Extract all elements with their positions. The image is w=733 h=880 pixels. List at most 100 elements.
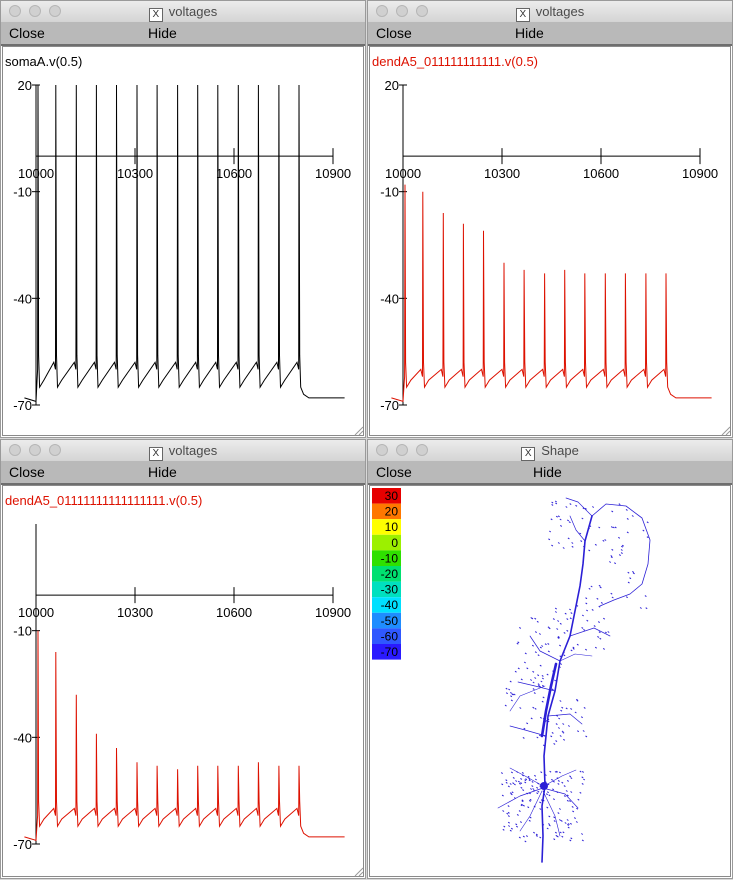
neurite-segment	[543, 734, 546, 737]
close-button[interactable]: Close	[9, 464, 45, 480]
neurite-segment	[551, 778, 554, 781]
resize-grip-icon[interactable]	[719, 424, 731, 436]
zoom-window-icon[interactable]	[416, 5, 428, 17]
neurite-segment	[502, 828, 505, 831]
minimize-window-icon[interactable]	[29, 444, 41, 456]
neurite-segment	[576, 807, 579, 810]
neurite-segment	[524, 779, 527, 782]
neurite-segment	[559, 700, 562, 702]
x-tick-label: 10000	[18, 605, 54, 620]
neurite-segment	[646, 536, 649, 539]
neurite-segment	[548, 627, 551, 630]
hide-button[interactable]: Hide	[148, 464, 177, 480]
colorbar-label: -50	[381, 614, 399, 628]
graph-canvas[interactable]: dendA5_01111111111111111.v(0.5) 10000 1030…	[2, 485, 364, 877]
close-button[interactable]: Close	[376, 464, 412, 480]
neurite-segment	[566, 819, 569, 821]
neurite-segment	[560, 819, 563, 822]
hide-button[interactable]: Hide	[533, 464, 562, 480]
neurite-segment	[540, 799, 543, 802]
neurite-segment	[512, 782, 515, 785]
hide-button[interactable]: Hide	[515, 25, 544, 41]
resize-grip-icon[interactable]	[352, 865, 364, 877]
neurite-segment	[526, 792, 529, 795]
neurite-segment	[618, 536, 621, 539]
neurite-segment	[558, 717, 561, 720]
hide-button[interactable]: Hide	[148, 25, 177, 41]
neurite-segment	[642, 529, 645, 532]
neurite-segment	[517, 780, 520, 783]
zoom-window-icon[interactable]	[49, 444, 61, 456]
colorbar-label: -20	[381, 567, 399, 581]
zoom-window-icon[interactable]	[49, 5, 61, 17]
neurite-segment	[532, 788, 535, 790]
neurite	[565, 497, 593, 517]
neurite-segment	[567, 823, 570, 825]
neurite-segment	[571, 542, 574, 544]
close-window-icon[interactable]	[376, 5, 388, 17]
neurite-segment	[583, 628, 586, 631]
neurite-segment	[598, 631, 601, 634]
neurite-segment	[557, 515, 560, 518]
close-button[interactable]: Close	[9, 25, 45, 41]
neurite-segment	[522, 789, 525, 792]
minimize-window-icon[interactable]	[396, 444, 408, 456]
minimize-window-icon[interactable]	[396, 5, 408, 17]
resize-grip-icon[interactable]	[352, 424, 364, 436]
close-window-icon[interactable]	[376, 444, 388, 456]
neurite-segment	[580, 716, 583, 719]
neurite-segment	[541, 674, 544, 677]
neurite	[519, 790, 543, 832]
neurite-segment	[566, 799, 569, 802]
voltage-trace	[24, 84, 345, 403]
neurite-segment	[585, 648, 588, 651]
neurite-segment	[625, 508, 628, 511]
neurite-segment	[511, 791, 514, 794]
neurite-segment	[505, 779, 508, 782]
close-button[interactable]: Close	[376, 25, 412, 41]
x11-icon: X	[148, 447, 163, 461]
neurite	[497, 787, 544, 809]
minimize-window-icon[interactable]	[29, 5, 41, 17]
neurite	[547, 713, 583, 725]
neurite-segment	[566, 779, 569, 782]
neurite-segment	[528, 819, 531, 822]
neurite-segment	[555, 723, 558, 726]
shape-canvas[interactable]: 30 20 10 0 -10 -20 -30 -40 -50 -60 -70	[369, 485, 731, 877]
graph-canvas[interactable]: somaA.v(0.5) 10000 10300 10600 10900 20 -10 -40…	[2, 46, 364, 436]
neurite-segment	[536, 620, 539, 623]
title-bar[interactable]: X Shape	[368, 440, 732, 462]
neurite-segment	[520, 804, 523, 807]
neurite-segment	[514, 670, 517, 673]
colorbar-swatch	[372, 644, 401, 660]
neurite-segment	[612, 526, 615, 529]
neurite-segment	[533, 831, 536, 834]
close-window-icon[interactable]	[9, 444, 21, 456]
neurite-segment	[524, 652, 527, 655]
graph-canvas[interactable]: dendA5_011111111111.v(0.5) 10000 10300 1060…	[369, 46, 731, 436]
zoom-window-icon[interactable]	[416, 444, 428, 456]
neurite-segment	[551, 544, 554, 547]
neurite-segment	[537, 654, 540, 657]
neurite-segment	[585, 597, 588, 600]
neurite-segment	[518, 810, 521, 813]
neurite-segment	[644, 595, 647, 598]
neurite-segment	[575, 504, 578, 507]
close-window-icon[interactable]	[9, 5, 21, 17]
neurite-segment	[604, 539, 607, 541]
colorbar-swatch	[372, 534, 401, 551]
neurite-segment	[581, 782, 584, 785]
neurite-segment	[577, 798, 580, 801]
neurite-segment	[551, 688, 554, 691]
neurite	[569, 515, 586, 542]
neurite-segment	[540, 680, 543, 683]
neurite-segment	[614, 562, 617, 565]
neurite-segment	[527, 806, 530, 809]
neurite-segment	[562, 651, 565, 654]
neurite-segment	[524, 781, 527, 784]
neurite-segment	[536, 736, 539, 739]
